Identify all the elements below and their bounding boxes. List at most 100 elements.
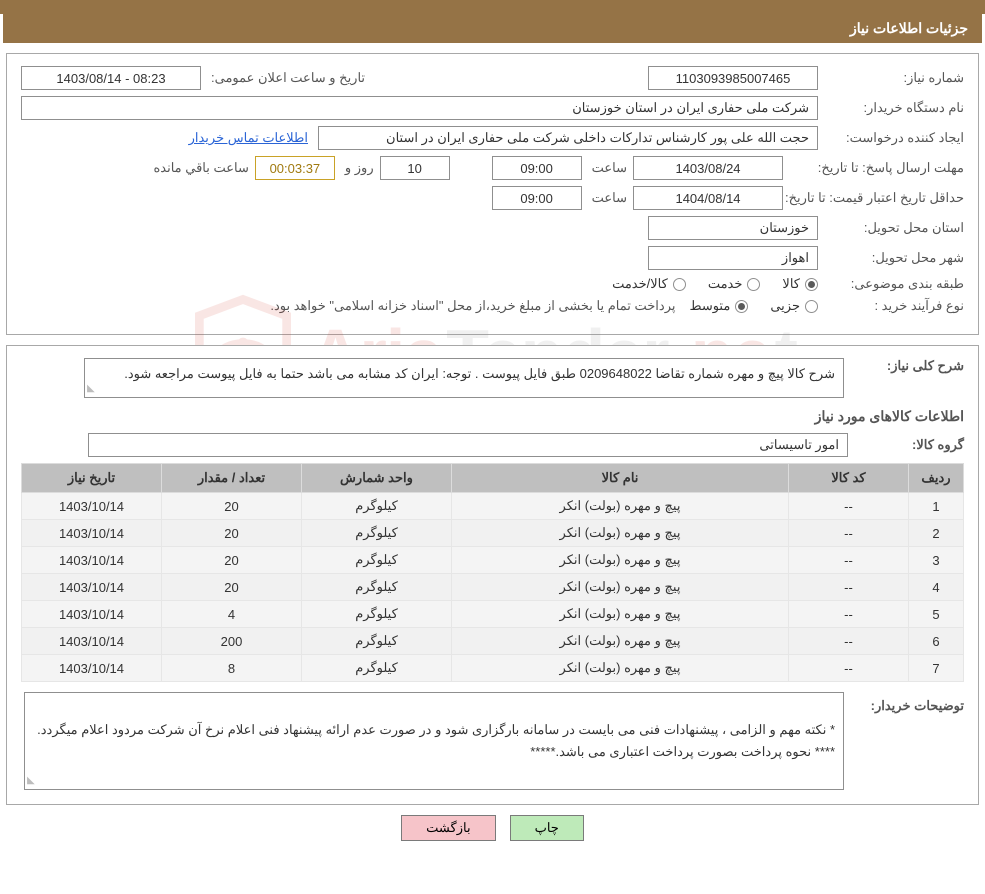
value-buyer-org: شرکت ملی حفاری ایران در استان خوزستان <box>21 96 818 120</box>
items-table: ردیف کد کالا نام کالا واحد شمارش تعداد /… <box>21 463 964 682</box>
cell-name: پیچ و مهره (بولت) انکر <box>452 628 789 655</box>
cell-idx: 3 <box>909 547 964 574</box>
radio-dot-icon <box>805 278 818 291</box>
cell-name: پیچ و مهره (بولت) انکر <box>452 574 789 601</box>
cell-unit: کیلوگرم <box>302 655 452 682</box>
radio-medium-label: متوسط <box>689 298 730 314</box>
cell-code: -- <box>789 628 909 655</box>
cell-qty: 4 <box>162 601 302 628</box>
print-button[interactable]: چاپ <box>510 815 584 841</box>
purchase-type-radio-group: جزیی متوسط <box>689 298 818 314</box>
label-days-and: روز و <box>341 160 374 176</box>
radio-dot-icon <box>735 300 748 313</box>
cell-qty: 20 <box>162 574 302 601</box>
radio-service[interactable]: خدمت <box>708 276 761 292</box>
back-button[interactable]: بازگشت <box>401 815 495 841</box>
cell-name: پیچ و مهره (بولت) انکر <box>452 547 789 574</box>
cell-unit: کیلوگرم <box>302 547 452 574</box>
category-radio-group: کالا خدمت کالا/خدمت <box>612 276 818 292</box>
label-min-validity: حداقل تاریخ اعتبار قیمت: تا تاریخ: <box>789 190 964 207</box>
radio-minor-label: جزیی <box>770 298 800 314</box>
radio-dot-icon <box>805 300 818 313</box>
value-deadline-days: 10 <box>380 156 450 180</box>
cell-idx: 7 <box>909 655 964 682</box>
cell-code: -- <box>789 601 909 628</box>
radio-goods[interactable]: کالا <box>782 276 818 292</box>
label-requester: ایجاد کننده درخواست: <box>824 130 964 146</box>
table-row: 5--پیچ و مهره (بولت) انکرکیلوگرم41403/10… <box>22 601 964 628</box>
table-row: 2--پیچ و مهره (بولت) انکرکیلوگرم201403/1… <box>22 520 964 547</box>
label-buyer-remarks: توضیحات خریدار: <box>854 692 964 714</box>
cell-name: پیچ و مهره (بولت) انکر <box>452 493 789 520</box>
cell-need_date: 1403/10/14 <box>22 628 162 655</box>
cell-need_date: 1403/10/14 <box>22 574 162 601</box>
value-province: خوزستان <box>648 216 818 240</box>
label-need-number: شماره نیاز: <box>824 70 964 86</box>
radio-goods-label: کالا <box>782 276 800 292</box>
value-min-validity-time: 09:00 <box>492 186 582 210</box>
cell-idx: 6 <box>909 628 964 655</box>
value-announce-datetime: 1403/08/14 - 08:23 <box>21 66 201 90</box>
label-goods-group: گروه کالا: <box>854 437 964 453</box>
label-buyer-org: نام دستگاه خریدار: <box>824 100 964 116</box>
page-title: جزئیات اطلاعات نیاز <box>3 14 982 43</box>
th-unit: واحد شمارش <box>302 464 452 493</box>
label-purchase-type: نوع فرآیند خرید : <box>824 298 964 314</box>
buyer-remarks-text: * نکته مهم و الزامی ، پیشنهادات فنی می ب… <box>37 722 835 759</box>
label-category: طبقه بندی موضوعی: <box>824 276 964 292</box>
table-row: 4--پیچ و مهره (بولت) انکرکیلوگرم201403/1… <box>22 574 964 601</box>
cell-idx: 2 <box>909 520 964 547</box>
radio-goods-service[interactable]: کالا/خدمت <box>612 276 686 292</box>
cell-need_date: 1403/10/14 <box>22 601 162 628</box>
th-idx: ردیف <box>909 464 964 493</box>
top-brand-band <box>0 0 985 14</box>
table-row: 6--پیچ و مهره (بولت) انکرکیلوگرم2001403/… <box>22 628 964 655</box>
cell-need_date: 1403/10/14 <box>22 655 162 682</box>
th-name: نام کالا <box>452 464 789 493</box>
radio-dot-icon <box>747 278 760 291</box>
cell-name: پیچ و مهره (بولت) انکر <box>452 601 789 628</box>
label-announce-datetime: تاریخ و ساعت اعلان عمومی: <box>207 70 365 86</box>
cell-qty: 20 <box>162 520 302 547</box>
table-row: 7--پیچ و مهره (بولت) انکرکیلوگرم81403/10… <box>22 655 964 682</box>
general-desc-box: شرح کالا پیچ و مهره شماره تقاضا 02096480… <box>84 358 844 398</box>
table-row: 1--پیچ و مهره (بولت) انکرکیلوگرم201403/1… <box>22 493 964 520</box>
label-deadline: مهلت ارسال پاسخ: تا تاریخ: <box>789 160 964 177</box>
general-desc-text: شرح کالا پیچ و مهره شماره تقاضا 02096480… <box>124 366 835 381</box>
value-deadline-time: 09:00 <box>492 156 582 180</box>
cell-code: -- <box>789 655 909 682</box>
radio-goods-service-label: کالا/خدمت <box>612 276 668 292</box>
cell-need_date: 1403/10/14 <box>22 520 162 547</box>
cell-code: -- <box>789 547 909 574</box>
cell-code: -- <box>789 493 909 520</box>
value-requester: حجت الله علی پور کارشناس تدارکات داخلی ش… <box>318 126 818 150</box>
cell-qty: 20 <box>162 493 302 520</box>
radio-minor[interactable]: جزیی <box>770 298 818 314</box>
th-qty: تعداد / مقدار <box>162 464 302 493</box>
buyer-contact-link[interactable]: اطلاعات تماس خریدار <box>189 130 308 146</box>
cell-name: پیچ و مهره (بولت) انکر <box>452 655 789 682</box>
items-section-title: اطلاعات کالاهای مورد نیاز <box>21 408 964 425</box>
cell-qty: 8 <box>162 655 302 682</box>
buyer-remarks-box: * نکته مهم و الزامی ، پیشنهادات فنی می ب… <box>24 692 844 790</box>
need-meta-panel: AriaTender.net شماره نیاز: 1103093985007… <box>6 53 979 335</box>
cell-code: -- <box>789 574 909 601</box>
cell-idx: 5 <box>909 601 964 628</box>
radio-medium[interactable]: متوسط <box>689 298 748 314</box>
items-panel: شرح کلی نیاز: شرح کالا پیچ و مهره شماره … <box>6 345 979 805</box>
cell-need_date: 1403/10/14 <box>22 547 162 574</box>
items-tbody: 1--پیچ و مهره (بولت) انکرکیلوگرم201403/1… <box>22 493 964 682</box>
cell-code: -- <box>789 520 909 547</box>
label-province: استان محل تحویل: <box>824 220 964 236</box>
label-time-1: ساعت <box>588 160 627 176</box>
cell-idx: 1 <box>909 493 964 520</box>
cell-unit: کیلوگرم <box>302 628 452 655</box>
cell-unit: کیلوگرم <box>302 574 452 601</box>
th-code: کد کالا <box>789 464 909 493</box>
radio-dot-icon <box>673 278 686 291</box>
cell-idx: 4 <box>909 574 964 601</box>
cell-qty: 20 <box>162 547 302 574</box>
label-city: شهر محل تحویل: <box>824 250 964 266</box>
value-need-number: 1103093985007465 <box>648 66 818 90</box>
label-general-desc: شرح کلی نیاز: <box>854 358 964 374</box>
